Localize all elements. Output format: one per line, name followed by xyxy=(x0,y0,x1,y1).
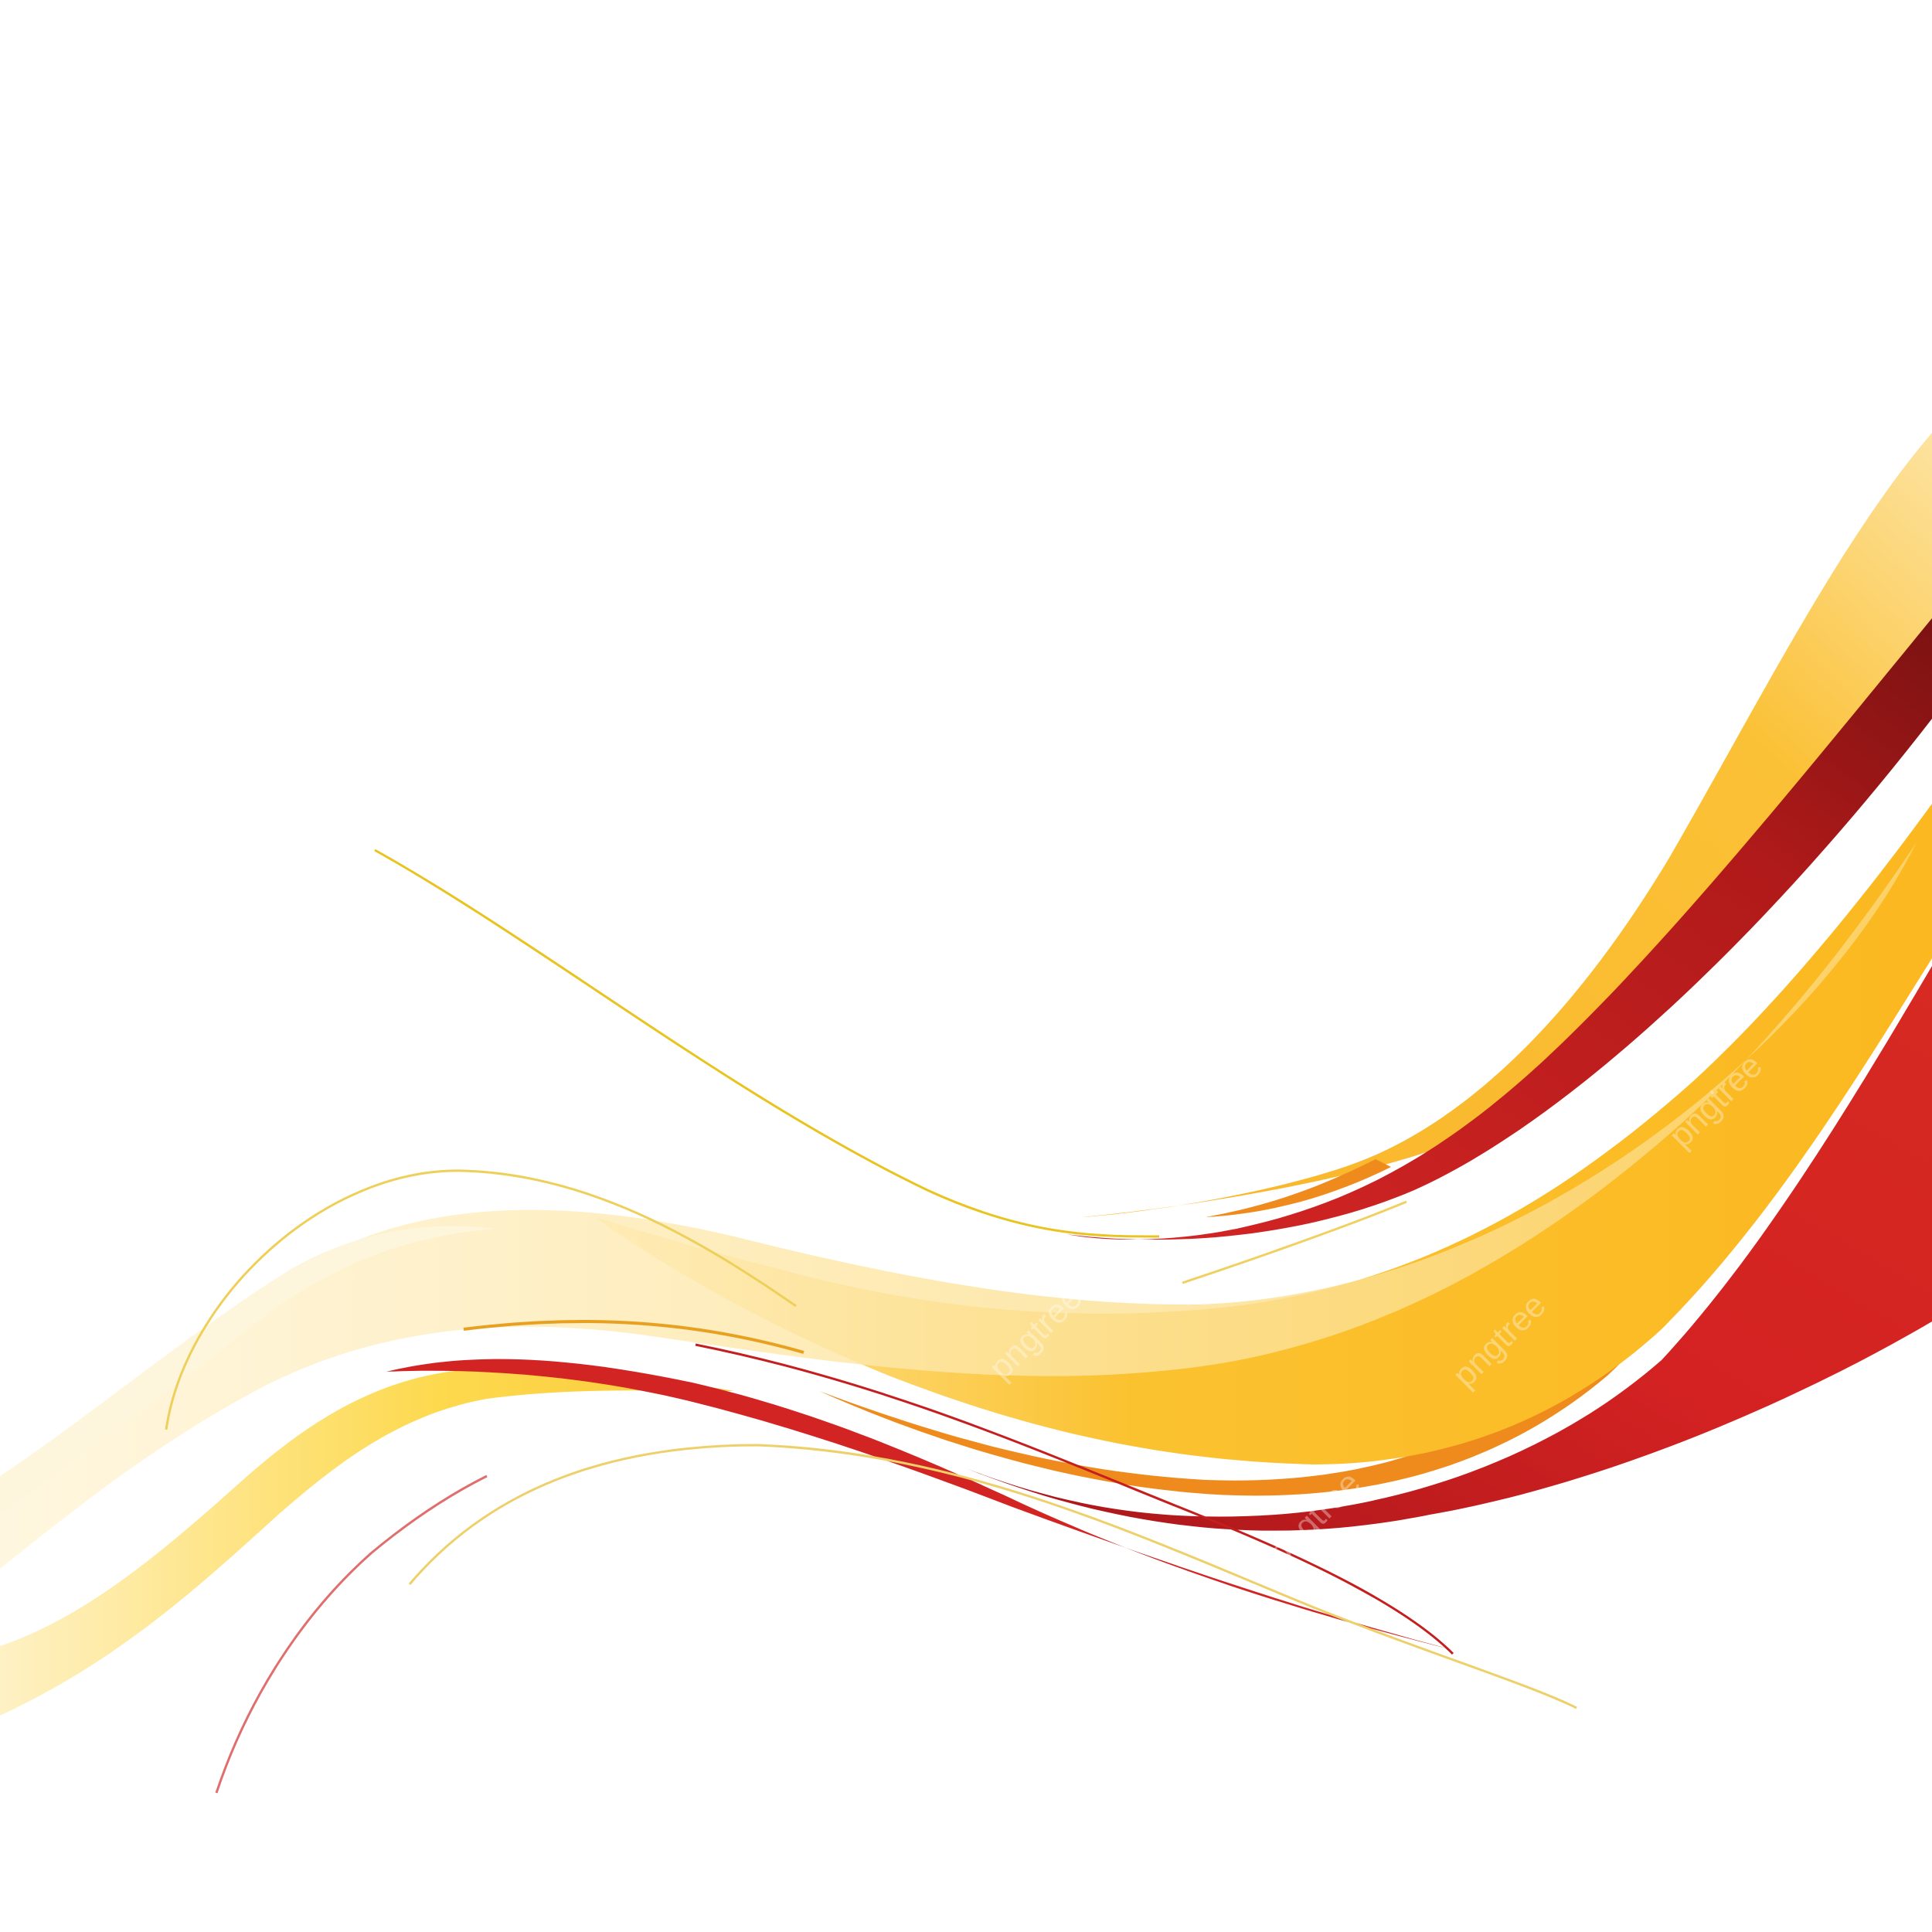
lower-red-ribbon xyxy=(966,966,1932,1531)
thin-red-line-left xyxy=(215,1475,488,1794)
upper-red-swoosh xyxy=(1066,618,1932,1240)
left-white-gap xyxy=(0,1361,464,1641)
orange-band xyxy=(819,850,1932,1496)
thin-yellow-line-lower xyxy=(408,1444,1577,1709)
thin-red-line-long xyxy=(695,1343,1454,1655)
main-yellow-ribbon xyxy=(595,804,1932,1464)
thin-yellow-line-top xyxy=(374,849,1160,1238)
thin-yellow-line-mid xyxy=(1182,1200,1407,1284)
upper-orange-edge xyxy=(1206,1159,1391,1217)
thin-orange-line xyxy=(463,1320,804,1354)
left-yellow-wave xyxy=(0,1367,734,1716)
thin-yellow-line-arc xyxy=(165,1169,797,1430)
